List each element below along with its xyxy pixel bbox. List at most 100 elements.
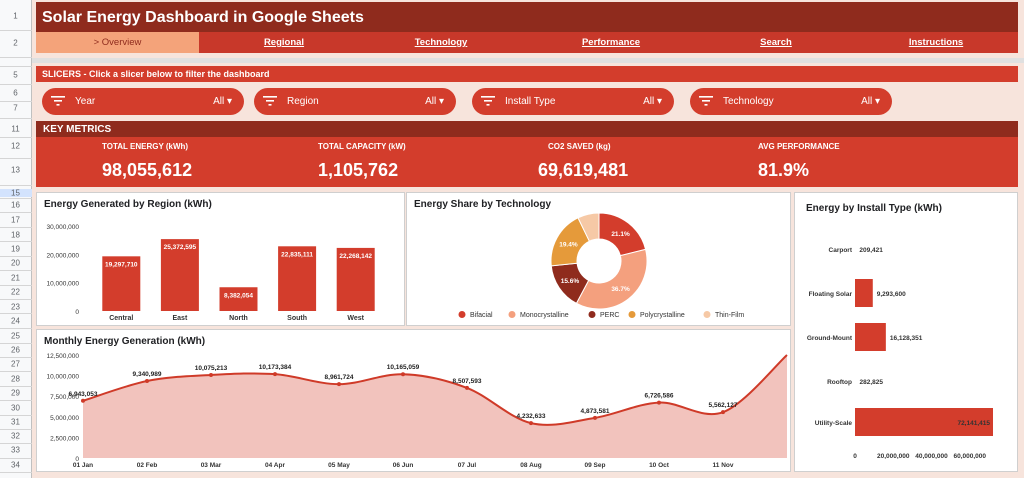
row-number[interactable]: 25 bbox=[11, 331, 20, 341]
row-number[interactable]: 27 bbox=[11, 359, 20, 369]
row-divider bbox=[0, 66, 32, 67]
slicer-install-type[interactable]: Install Type All ▾ bbox=[472, 88, 674, 115]
data-point[interactable] bbox=[657, 400, 661, 405]
row-divider bbox=[0, 386, 32, 387]
data-point[interactable] bbox=[721, 410, 725, 415]
tab-regional[interactable]: Regional bbox=[263, 37, 305, 48]
y-tick-label: 0 bbox=[75, 309, 79, 316]
legend-label: Polycrystalline bbox=[640, 312, 685, 319]
data-point[interactable] bbox=[529, 421, 533, 426]
x-tick-label: 03 Mar bbox=[201, 462, 222, 469]
y-tick-label: 0 bbox=[75, 456, 79, 463]
tab-instructions[interactable]: Instructions bbox=[908, 37, 964, 48]
legend-label: Bifacial bbox=[470, 312, 493, 319]
data-point[interactable] bbox=[465, 385, 469, 390]
tab-overview[interactable]: > Overview bbox=[36, 32, 199, 53]
metric-label-total-energy: TOTAL ENERGY (kWh) bbox=[102, 142, 189, 151]
bar[interactable] bbox=[219, 287, 258, 311]
row-number[interactable]: 7 bbox=[13, 103, 18, 113]
row-number[interactable]: 22 bbox=[11, 287, 20, 297]
bar[interactable] bbox=[855, 408, 993, 436]
row-number[interactable]: 18 bbox=[11, 230, 20, 240]
bar[interactable] bbox=[336, 247, 375, 311]
data-point[interactable] bbox=[145, 379, 149, 384]
row-number[interactable]: 2 bbox=[13, 38, 18, 48]
legend-item[interactable]: PERC bbox=[588, 311, 620, 319]
frozen-row-divider bbox=[32, 58, 1024, 63]
row-divider bbox=[0, 84, 32, 85]
slicer-label: Technology bbox=[723, 96, 774, 107]
legend-item[interactable]: Bifacial bbox=[458, 311, 494, 319]
slicer-region[interactable]: Region All ▾ bbox=[254, 88, 456, 115]
row-number[interactable]: 34 bbox=[11, 460, 20, 470]
legend-label: PERC bbox=[600, 312, 619, 319]
data-point[interactable] bbox=[337, 382, 341, 387]
tab-technology[interactable]: Technology bbox=[414, 37, 468, 48]
row-number[interactable]: 32 bbox=[11, 431, 20, 441]
row-number[interactable]: 11 bbox=[11, 124, 20, 134]
x-tick-label: 02 Feb bbox=[137, 462, 158, 469]
slice-label: 19.4% bbox=[559, 241, 578, 248]
row-number[interactable]: 6 bbox=[13, 88, 18, 98]
x-tick-label: 20,000,000 bbox=[877, 453, 910, 460]
bar[interactable] bbox=[160, 239, 199, 311]
row-number[interactable]: 1 bbox=[13, 11, 18, 21]
row-number[interactable]: 12 bbox=[11, 141, 20, 151]
row-divider bbox=[0, 30, 32, 31]
bar[interactable] bbox=[102, 256, 141, 311]
legend-item[interactable]: Thin-Film bbox=[703, 311, 745, 319]
legend-item[interactable]: Monocrystalline bbox=[508, 311, 569, 319]
x-tick-label: 0 bbox=[853, 453, 857, 460]
title-bar: Solar Energy Dashboard in Google Sheets bbox=[36, 2, 1018, 32]
x-tick-label: 40,000,000 bbox=[915, 453, 948, 460]
slicer-year[interactable]: Year All ▾ bbox=[42, 88, 244, 115]
legend-swatch bbox=[703, 311, 711, 318]
data-point[interactable] bbox=[209, 372, 213, 377]
x-tick-label: East bbox=[173, 315, 188, 322]
row-number[interactable]: 31 bbox=[11, 417, 20, 427]
row-number[interactable]: 20 bbox=[11, 258, 20, 268]
legend-item[interactable]: Polycrystalline bbox=[628, 311, 685, 319]
row-number[interactable]: 16 bbox=[11, 200, 20, 210]
row-number[interactable]: 28 bbox=[11, 374, 20, 384]
filter-icon bbox=[263, 96, 277, 106]
slicer-technology[interactable]: Technology All ▾ bbox=[690, 88, 892, 115]
page-title: Solar Energy Dashboard in Google Sheets bbox=[42, 9, 364, 26]
row-number[interactable]: 29 bbox=[11, 388, 20, 398]
data-point[interactable] bbox=[593, 415, 597, 420]
series-line[interactable] bbox=[82, 354, 788, 426]
row-divider bbox=[0, 371, 32, 372]
point-data-label: 10,075,213 bbox=[195, 365, 228, 372]
row-number[interactable]: 17 bbox=[11, 215, 20, 225]
x-tick-label: 08 Aug bbox=[520, 462, 541, 469]
bar[interactable] bbox=[855, 279, 873, 307]
row-number[interactable]: 23 bbox=[11, 302, 20, 312]
tab-performance[interactable]: Performance bbox=[581, 37, 641, 48]
data-point[interactable] bbox=[81, 398, 85, 403]
row-number[interactable]: 21 bbox=[11, 273, 20, 283]
region-chart-panel: Energy Generated by Region (kWh) 30,000,… bbox=[36, 192, 405, 326]
y-tick-label: 7,500,000 bbox=[50, 394, 79, 401]
bar[interactable] bbox=[278, 246, 317, 311]
tab-search[interactable]: Search bbox=[760, 37, 792, 48]
bar-data-label: 72,141,415 bbox=[957, 420, 990, 427]
slice-label: 15.6% bbox=[561, 278, 580, 285]
row-number[interactable]: 33 bbox=[11, 445, 20, 455]
row-number[interactable]: 19 bbox=[11, 244, 20, 254]
row-number[interactable]: 5 bbox=[13, 70, 18, 80]
donut-slice[interactable] bbox=[577, 212, 600, 242]
data-point[interactable] bbox=[273, 372, 277, 377]
bar[interactable] bbox=[855, 323, 886, 351]
row-number[interactable]: 15 bbox=[11, 188, 20, 198]
filter-icon bbox=[699, 96, 713, 106]
y-tick-label: 10,000,000 bbox=[46, 281, 79, 288]
row-number[interactable]: 24 bbox=[11, 316, 20, 326]
caret-down-icon: ▾ bbox=[874, 96, 880, 107]
donut-slice[interactable] bbox=[575, 248, 648, 310]
row-number[interactable]: 30 bbox=[11, 403, 20, 413]
legend-swatch bbox=[508, 311, 516, 318]
dashboard-sheet: Solar Energy Dashboard in Google Sheets … bbox=[32, 0, 1024, 478]
row-number[interactable]: 13 bbox=[11, 165, 20, 175]
row-number[interactable]: 26 bbox=[11, 345, 20, 355]
data-point[interactable] bbox=[401, 372, 405, 377]
